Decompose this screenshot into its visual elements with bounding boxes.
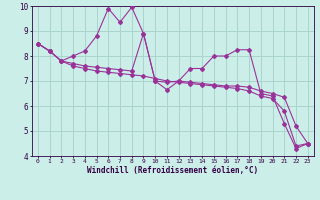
X-axis label: Windchill (Refroidissement éolien,°C): Windchill (Refroidissement éolien,°C) (87, 166, 258, 175)
